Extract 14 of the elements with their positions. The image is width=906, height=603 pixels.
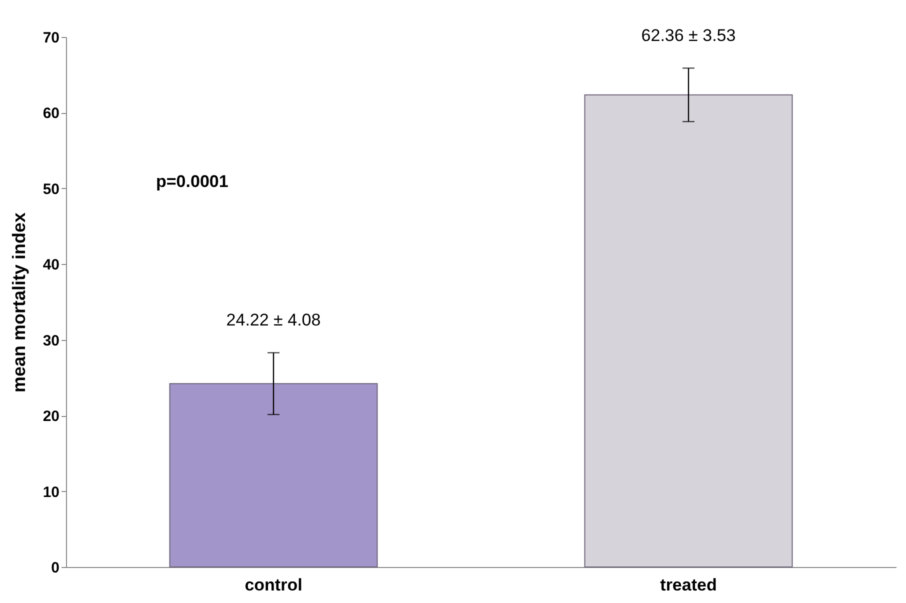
data-label: 24.22 ± 4.08 <box>226 310 321 330</box>
y-tick-label: 30 <box>42 332 60 350</box>
y-tick-label: 20 <box>42 408 60 426</box>
data-label: 62.36 ± 3.53 <box>641 26 736 46</box>
x-tick-label: treated <box>660 576 717 594</box>
x-tick-label: control <box>244 576 302 594</box>
y-axis-title: mean mortality index <box>8 212 29 393</box>
y-tick-label: 0 <box>51 560 60 576</box>
annotation: p=0.0001 <box>156 172 228 191</box>
y-tick-label: 10 <box>42 484 60 501</box>
y-tick-label: 40 <box>42 256 60 274</box>
y-tick-label: 70 <box>42 30 60 46</box>
y-tick-label: 50 <box>42 180 60 198</box>
y-tick-label: 60 <box>42 105 60 122</box>
